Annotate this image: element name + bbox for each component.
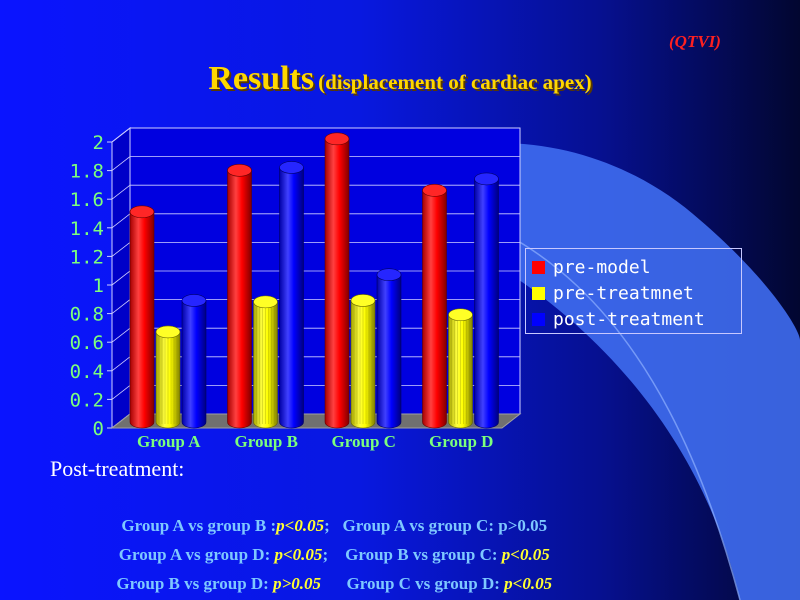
separator <box>321 574 347 593</box>
y-tick-label: 0.6 <box>70 332 104 354</box>
legend-swatch-post-treatment <box>532 312 545 326</box>
y-tick-label: 1.8 <box>70 161 104 183</box>
p-value: p<0.05 <box>504 574 553 593</box>
y-tick-label: 1 <box>93 275 104 297</box>
bar-pre-model-group-b <box>227 170 252 429</box>
slide-title: Results (displacement of cardiac apex) <box>0 60 800 98</box>
title-sub: (displacement of cardiac apex) <box>318 70 592 94</box>
bar-top-pre-treatmnet <box>155 325 181 339</box>
bar-post-treatment-group-b <box>279 167 304 429</box>
y-tick-label: 0.8 <box>70 304 104 326</box>
legend-label: post-treatment <box>553 308 705 330</box>
legend-item-post-treatment: post-treatment <box>532 306 741 332</box>
legend-swatch-pre-treatmnet <box>532 286 545 300</box>
comparison-text: Group C vs group D: <box>346 574 505 593</box>
gridline <box>111 184 131 200</box>
y-tick-label: 2 <box>93 132 104 154</box>
bar-top-pre-model <box>422 184 447 197</box>
bar-pre-model-group-d <box>422 190 447 429</box>
gridline <box>111 156 131 171</box>
bar-post-treatment-group-c <box>376 274 402 429</box>
bar-top-post-treatment <box>181 294 207 307</box>
bar-top-post-treatment <box>376 268 402 282</box>
x-tick-label: Group B <box>235 432 298 451</box>
bar-top-pre-model <box>324 132 350 146</box>
comparison-text: Group B vs group C: <box>345 545 502 564</box>
y-tick-label: 1.2 <box>70 246 104 268</box>
legend-label: pre-treatmnet <box>553 282 694 304</box>
separator: ; <box>324 516 343 535</box>
comparison-line-3: Group B vs group D: p>0.05 Group C vs gr… <box>0 554 660 594</box>
gridline <box>111 270 131 286</box>
p-value: p<0.05 <box>276 516 325 535</box>
bar-post-treatment-group-d <box>474 178 499 429</box>
comparison-line-2: Group A vs group D: p<0.05; Group B vs g… <box>0 525 660 565</box>
x-tick-label: Group D <box>429 432 493 451</box>
p-value: p<0.05 <box>274 545 323 564</box>
comparison-text: Group B vs group D: <box>116 574 274 593</box>
y-tick-label: 0.4 <box>70 361 104 383</box>
bar-top-post-treatment <box>279 161 304 174</box>
bar-pre-model-group-a <box>129 211 155 429</box>
post-treatment-heading: Post-treatment: <box>50 456 185 481</box>
gridline <box>111 356 131 372</box>
bar-top-pre-model <box>227 164 252 177</box>
y-tick-label: 1.6 <box>70 189 104 211</box>
gridline <box>111 127 131 143</box>
x-tick-label: Group C <box>332 432 396 451</box>
gridline <box>111 213 131 229</box>
bar-top-post-treatment <box>474 172 499 186</box>
legend-swatch-pre-model <box>532 260 545 274</box>
legend-item-pre-model: pre-model <box>532 254 741 280</box>
legend-label: pre-model <box>553 256 651 278</box>
legend-item-pre-treatmnet: pre-treatmnet <box>532 280 741 306</box>
bar-top-pre-treatmnet <box>448 308 473 322</box>
gridline <box>111 327 131 343</box>
comparison-line-1: Group A vs group B :p<0.05; Group A vs g… <box>0 496 660 536</box>
p-value: p>0.05 <box>273 574 322 593</box>
qtvi-label: (QTVI) <box>669 32 721 51</box>
chart-legend: pre-model pre-treatmnet post-treatment <box>525 248 742 334</box>
y-tick-label: 0 <box>93 418 104 440</box>
gridline <box>111 299 131 314</box>
gridline <box>111 385 131 400</box>
title-main: Results <box>208 60 315 97</box>
bar-top-pre-model <box>129 205 155 219</box>
comparison-text: Group A vs group D: <box>118 545 275 564</box>
gridline <box>111 242 131 257</box>
bar-top-pre-treatmnet <box>253 295 278 309</box>
x-tick-label: Group A <box>137 432 201 451</box>
chart-floor <box>110 413 522 429</box>
y-tick-label: 0.2 <box>70 389 104 411</box>
p-value: p<0.05 <box>501 545 550 564</box>
comparison-text: Group A vs group B : <box>121 516 277 535</box>
y-tick-label: 1.4 <box>70 218 104 240</box>
bar-pre-model-group-c <box>324 138 350 429</box>
comparison-text: Group A vs group C: p>0.05 <box>342 516 548 535</box>
bar-post-treatment-group-a <box>181 300 207 429</box>
separator: ; <box>322 545 346 564</box>
bar-top-pre-treatmnet <box>350 294 376 307</box>
